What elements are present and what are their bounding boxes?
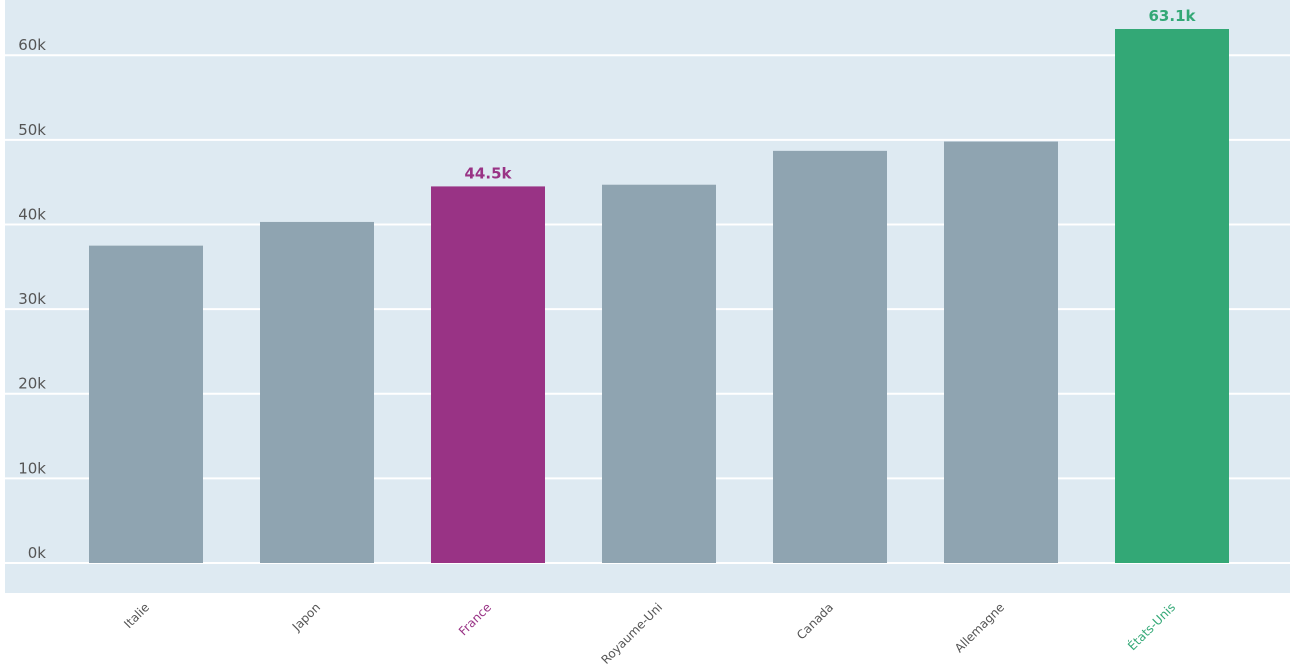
y-tick-label: 0k bbox=[28, 544, 47, 562]
y-tick-label: 60k bbox=[18, 36, 46, 54]
x-axis-tick-labels: Italie Japon France Royaume-Uni Canada Allema… bbox=[121, 600, 1178, 667]
bar bbox=[89, 245, 203, 563]
bar-value-label: 63.1k bbox=[1149, 7, 1197, 25]
x-tick-label: Allemagne bbox=[952, 600, 1007, 655]
y-tick-label: 50k bbox=[18, 121, 46, 139]
x-tick-label: Canada bbox=[794, 600, 836, 642]
bar-value-labels: 44.5k 63.1k bbox=[465, 7, 1197, 182]
bar bbox=[944, 141, 1058, 563]
bar bbox=[431, 186, 545, 563]
x-tick-label: Royaume-Uni bbox=[598, 600, 665, 665]
y-tick-label: 30k bbox=[18, 290, 46, 308]
bar bbox=[1115, 29, 1229, 563]
bar bbox=[602, 184, 716, 564]
bar bbox=[773, 150, 887, 563]
x-tick-label: Italie bbox=[121, 600, 152, 631]
y-axis-tick-labels: 0k 10k 20k 30k 40k 50k 60k bbox=[18, 36, 46, 562]
x-tick-label: États-Unis bbox=[1124, 600, 1178, 654]
x-tick-label: Japon bbox=[289, 600, 323, 634]
y-tick-label: 10k bbox=[18, 459, 46, 477]
bars bbox=[89, 29, 1229, 564]
y-tick-label: 20k bbox=[18, 375, 46, 393]
bar bbox=[260, 221, 374, 563]
x-tick-label: France bbox=[456, 600, 494, 638]
y-tick-label: 40k bbox=[18, 205, 46, 223]
bar-value-label: 44.5k bbox=[465, 164, 513, 182]
